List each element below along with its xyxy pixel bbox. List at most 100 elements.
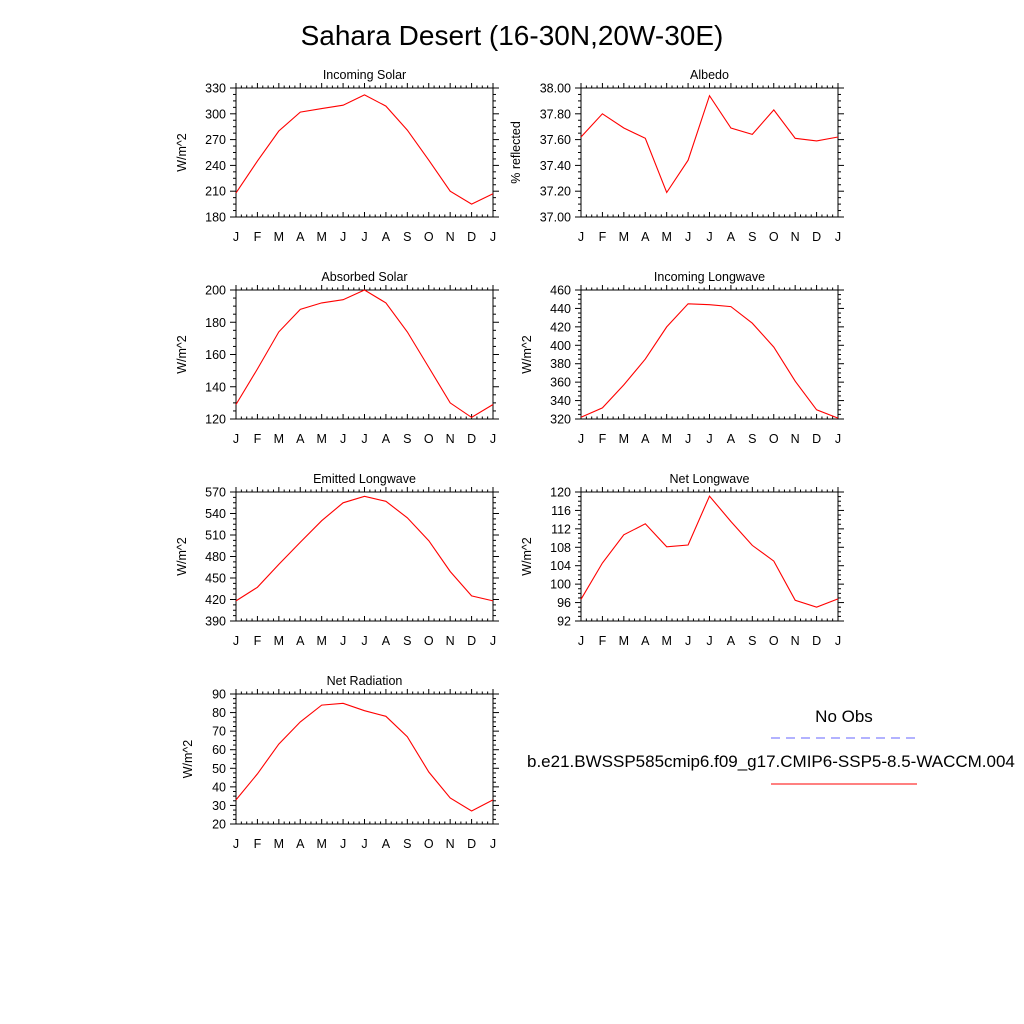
data-point (752, 545, 753, 546)
x-tick-label: J (233, 432, 239, 446)
data-point (709, 496, 710, 497)
x-tick-label: M (316, 837, 326, 851)
data-point (816, 607, 817, 608)
x-tick-label: J (233, 634, 239, 648)
x-tick-label: F (254, 634, 262, 648)
x-tick-label: J (835, 230, 841, 244)
y-tick-label: 96 (557, 596, 571, 610)
x-tick-label: D (467, 432, 476, 446)
y-tick-label: 240 (205, 159, 226, 173)
y-tick-label: 37.40 (540, 159, 571, 173)
x-tick-label: J (835, 432, 841, 446)
legend-model-label: b.e21.BWSSP585cmip6.f09_g17.CMIP6-SSP5-8… (527, 752, 1015, 771)
x-tick-label: N (791, 230, 800, 244)
data-point (364, 496, 365, 497)
x-tick-label: J (490, 432, 496, 446)
y-tick-label: 420 (550, 320, 571, 334)
data-point (257, 587, 258, 588)
data-point (492, 404, 493, 405)
y-tick-label: 440 (550, 302, 571, 316)
y-tick-label: 380 (550, 357, 571, 371)
y-tick-label: 37.60 (540, 133, 571, 147)
data-point (321, 520, 322, 521)
data-point (300, 721, 301, 722)
x-tick-label: M (661, 634, 671, 648)
x-tick-label: D (812, 230, 821, 244)
x-tick-label: M (274, 837, 284, 851)
data-point (235, 600, 236, 601)
data-point (471, 417, 472, 418)
data-point (709, 304, 710, 305)
x-tick-label: J (685, 230, 691, 244)
y-axis-label: % reflected (509, 121, 523, 184)
data-point (795, 138, 796, 139)
data-point (687, 303, 688, 304)
panel-title: Albedo (690, 68, 729, 82)
y-tick-label: 140 (205, 380, 226, 394)
data-point (773, 561, 774, 562)
x-tick-label: J (706, 432, 712, 446)
x-tick-label: D (467, 230, 476, 244)
x-tick-label: J (233, 230, 239, 244)
x-tick-label: J (340, 230, 346, 244)
data-point (321, 108, 322, 109)
data-point (342, 502, 343, 503)
y-tick-label: 40 (212, 780, 226, 794)
data-point (602, 562, 603, 563)
y-axis-label: W/m^2 (175, 133, 189, 172)
data-point (645, 359, 646, 360)
y-axis-label: W/m^2 (181, 740, 195, 779)
data-point (385, 105, 386, 106)
y-axis-label: W/m^2 (175, 537, 189, 576)
series-line (235, 94, 494, 205)
data-point (580, 417, 581, 418)
y-tick-label: 60 (212, 743, 226, 757)
x-tick-label: N (446, 634, 455, 648)
x-tick-label: F (254, 432, 262, 446)
data-point (752, 323, 753, 324)
y-tick-label: 116 (551, 504, 571, 518)
data-point (385, 716, 386, 717)
x-tick-label: S (748, 634, 756, 648)
x-tick-label: J (361, 230, 367, 244)
x-tick-label: J (685, 432, 691, 446)
x-tick-label: M (316, 230, 326, 244)
data-point (257, 161, 258, 162)
x-tick-label: J (706, 230, 712, 244)
data-point (407, 736, 408, 737)
y-tick-label: 480 (205, 550, 226, 564)
data-point (666, 326, 667, 327)
x-tick-label: M (316, 634, 326, 648)
y-tick-label: 570 (205, 486, 226, 500)
plot-frame (235, 693, 494, 825)
y-tick-label: 160 (205, 348, 226, 362)
x-tick-label: J (340, 634, 346, 648)
y-tick-label: 108 (550, 541, 571, 555)
x-tick-label: M (274, 634, 284, 648)
plot-frame (235, 491, 494, 622)
y-tick-label: 50 (212, 762, 226, 776)
data-point (623, 534, 624, 535)
data-point (428, 540, 429, 541)
y-tick-label: 450 (205, 572, 226, 586)
x-tick-label: N (446, 432, 455, 446)
y-axis-label: W/m^2 (175, 335, 189, 374)
y-tick-label: 340 (550, 394, 571, 408)
x-tick-label: A (296, 432, 305, 446)
x-tick-label: O (424, 837, 434, 851)
data-point (492, 193, 493, 194)
x-tick-label: S (403, 837, 411, 851)
x-tick-label: M (274, 230, 284, 244)
x-tick-label: M (619, 432, 629, 446)
x-tick-label: A (727, 634, 736, 648)
data-point (730, 127, 731, 128)
x-tick-label: J (490, 837, 496, 851)
x-tick-label: J (233, 837, 239, 851)
data-point (837, 136, 838, 137)
x-tick-label: S (403, 230, 411, 244)
x-tick-label: S (403, 432, 411, 446)
data-point (687, 544, 688, 545)
data-point (278, 130, 279, 131)
